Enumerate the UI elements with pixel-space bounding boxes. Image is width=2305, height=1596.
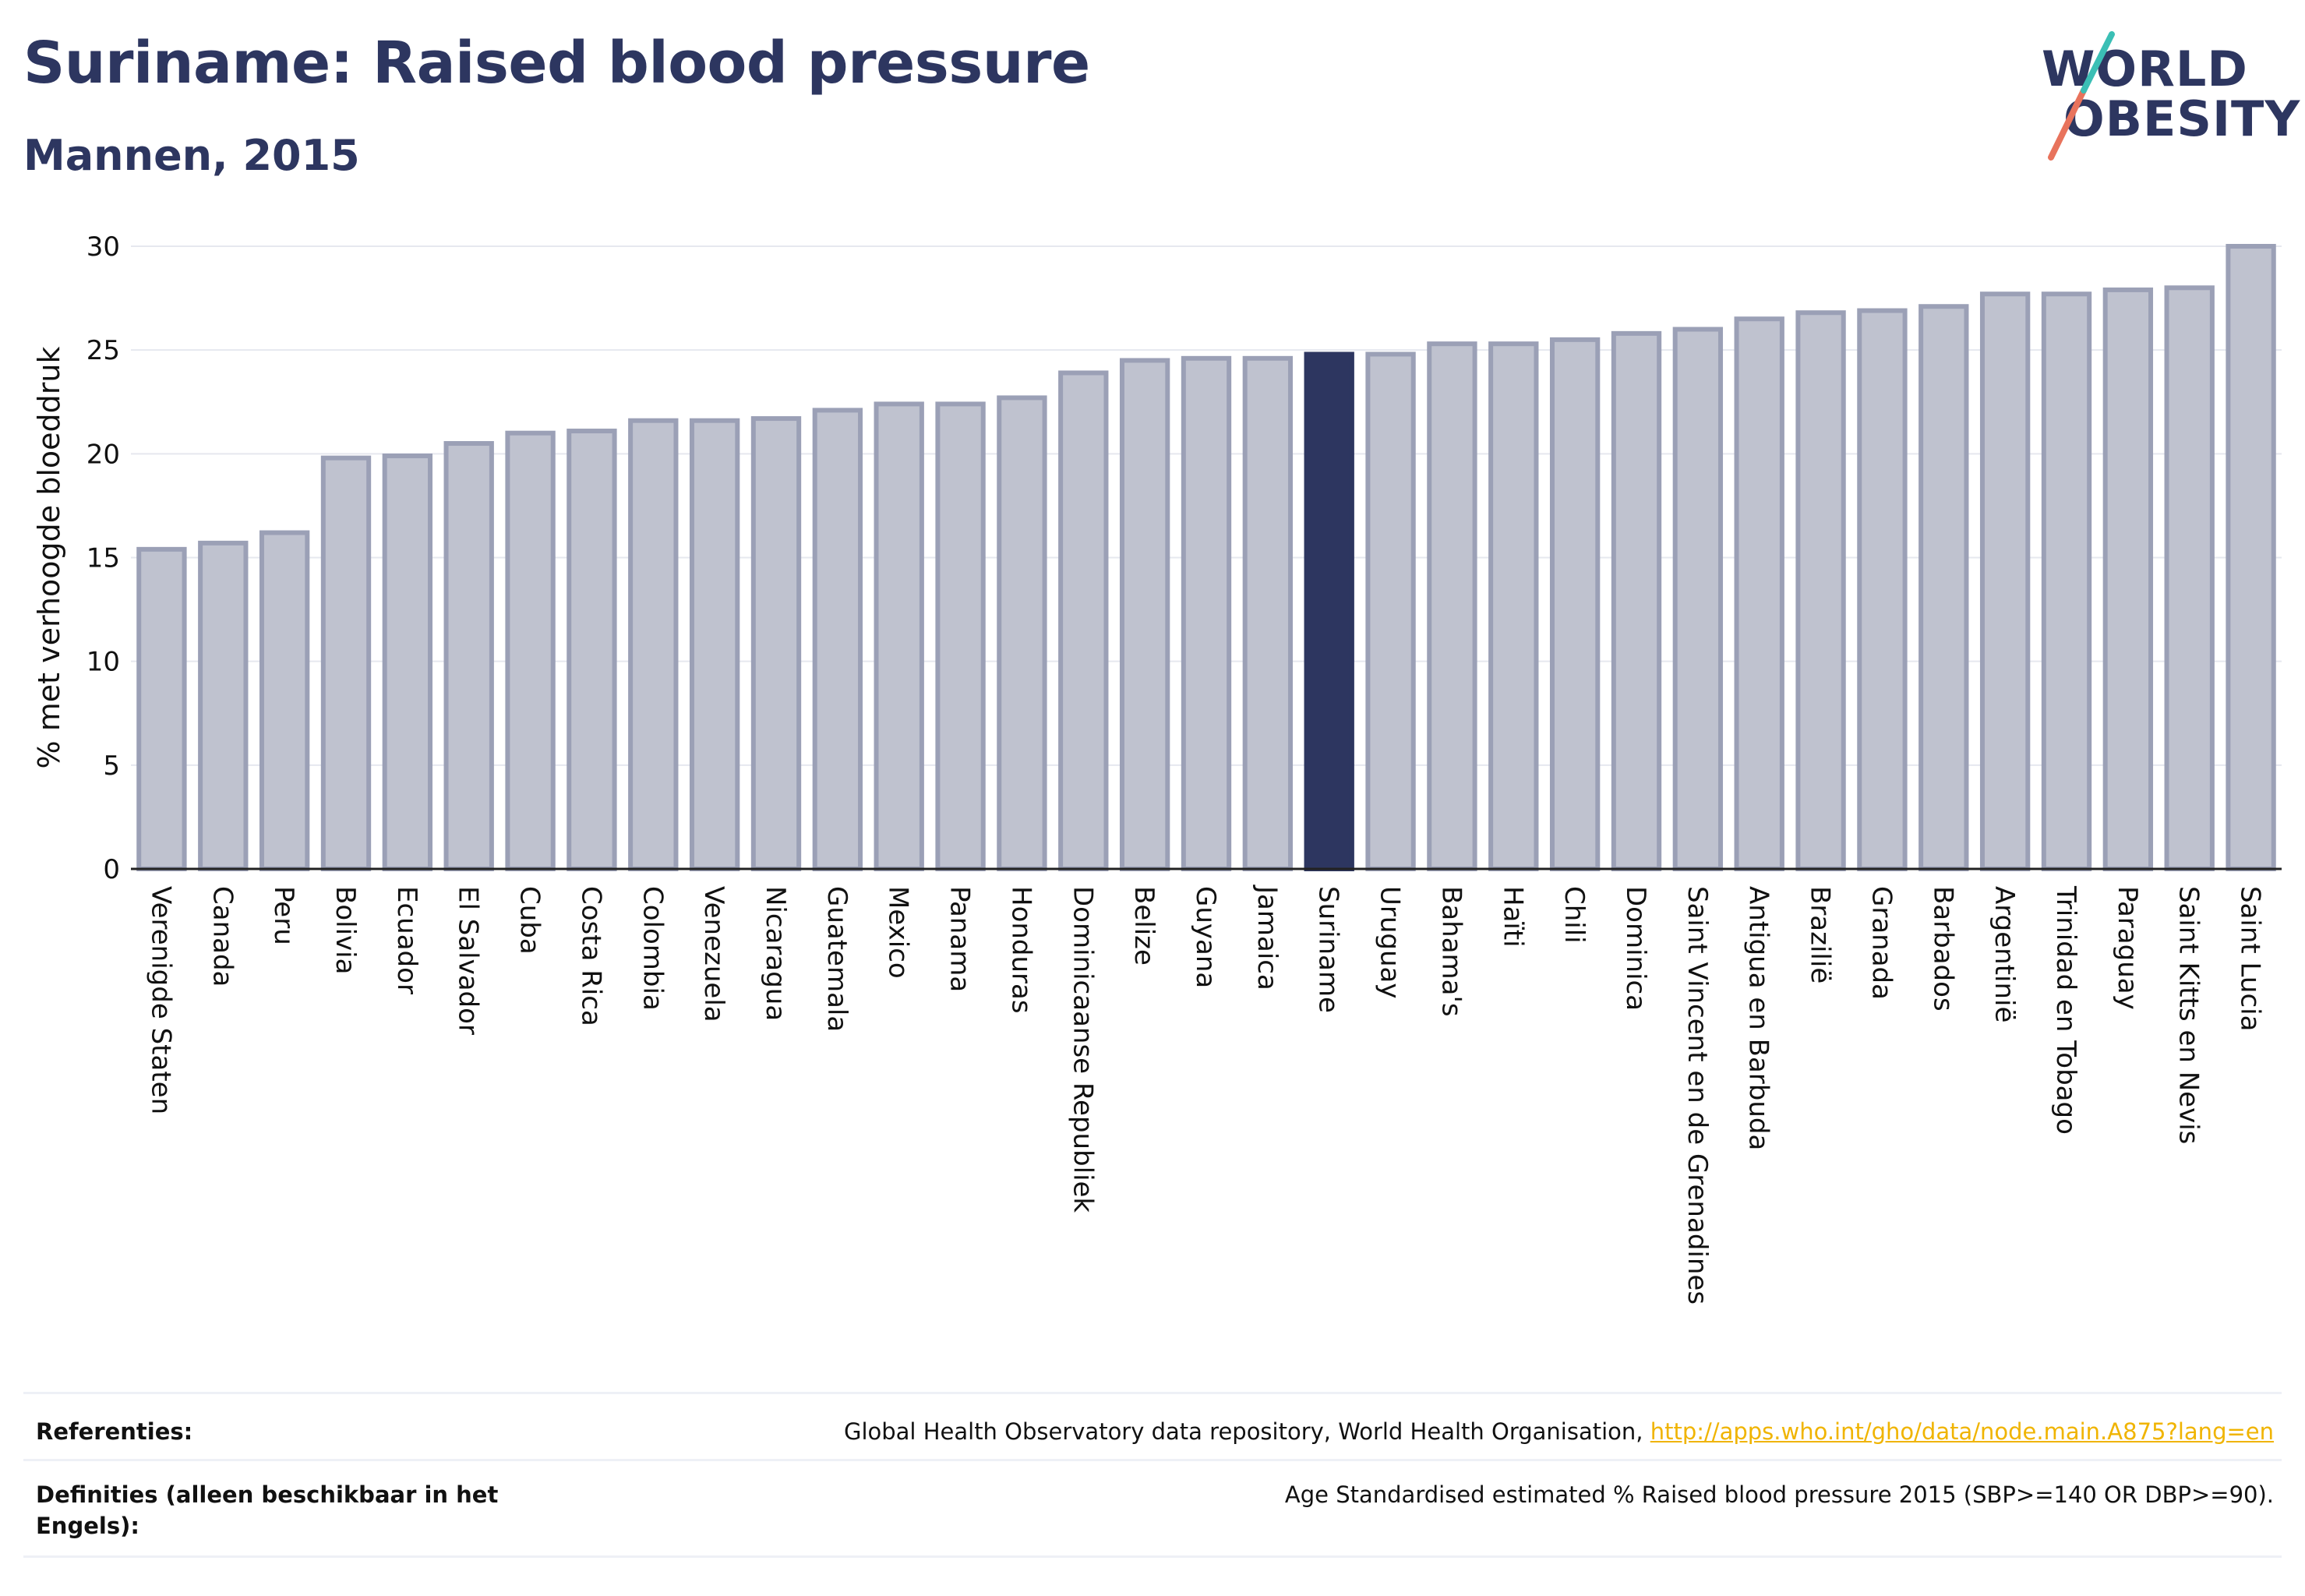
x-tick-label: Panama	[944, 886, 976, 992]
y-tick-label: 20	[86, 439, 120, 470]
x-tick-label: Guatemala	[821, 886, 852, 1032]
x-tick-label: Saint Lucia	[2235, 886, 2266, 1031]
y-tick-label: 5	[103, 750, 120, 782]
bar	[1918, 304, 1969, 871]
bar	[628, 418, 679, 871]
bar	[198, 540, 249, 872]
chart-title: Suriname: Raised blood pressure	[23, 30, 1090, 97]
x-tick-label: Cuba	[514, 886, 545, 955]
bar	[567, 429, 617, 871]
x-tick-label: El Salvador	[453, 886, 484, 1035]
bar	[259, 530, 310, 871]
references-link[interactable]: http://apps.who.int/gho/data/node.main.A…	[1650, 1418, 2274, 1445]
bar	[1242, 355, 1294, 871]
x-tick-label: Venezuela	[698, 886, 729, 1022]
x-tick-label: Chili	[1558, 886, 1590, 944]
bar	[2041, 291, 2092, 871]
bar	[2226, 244, 2276, 871]
bar	[997, 395, 1047, 871]
chart-subtitle: Mannen, 2015	[23, 131, 360, 180]
logo-line1: WORLD	[2042, 41, 2248, 97]
x-tick-label: Nicaragua	[760, 886, 791, 1021]
x-tick-label: Mexico	[883, 886, 914, 979]
bar-chart: 0 5 10 15 20 25 30 % met verhoogde bloeddruk Ver…	[32, 231, 2282, 1305]
y-axis-label: % met verhoogde bloeddruk	[32, 347, 66, 769]
bar	[1672, 327, 1724, 871]
bar	[320, 455, 372, 871]
bar	[1979, 291, 2031, 871]
bar	[935, 401, 986, 871]
bar	[2102, 287, 2154, 871]
y-tick-label: 0	[103, 854, 120, 885]
y-tick-label: 25	[86, 335, 120, 366]
bar	[689, 418, 740, 871]
bar	[812, 408, 863, 871]
bar	[136, 546, 187, 871]
bar	[1734, 316, 1784, 871]
x-tick-label: Brazilië	[1805, 886, 1836, 983]
bar	[1795, 310, 1846, 871]
references-source: Global Health Observatory data repositor…	[843, 1418, 1650, 1445]
y-tick-label: 15	[86, 543, 120, 574]
x-tick-label: Saint Vincent en de Grenadines	[1682, 886, 1713, 1305]
x-tick-label: Paraguay	[2112, 886, 2143, 1010]
x-tick-label: Colombia	[637, 886, 668, 1011]
x-tick-label: Ecuador	[391, 886, 422, 994]
footer-divider	[23, 1555, 2282, 1558]
bar	[443, 441, 494, 871]
x-tick-label: Dominica	[1620, 886, 1651, 1011]
references-label: Referenties:	[36, 1418, 193, 1445]
x-tick-label: Verenigde Staten	[145, 886, 176, 1114]
x-tick-label: Honduras	[1005, 886, 1036, 1014]
y-tick-label: 10	[86, 647, 120, 678]
definitions-label: Definities (alleen beschikbaar in het En…	[36, 1481, 499, 1539]
y-tick-label: 30	[86, 231, 120, 263]
bar	[1427, 341, 1477, 871]
bar	[1181, 355, 1232, 871]
logo-slash-icon	[2048, 31, 2115, 161]
bar	[1611, 330, 1662, 871]
x-tick-label: Guyana	[1190, 886, 1221, 988]
x-tick-label: Peru	[268, 886, 299, 945]
logo-line2: OBESITY	[2063, 90, 2301, 147]
x-tick-label: Saint Kitts en Nevis	[2173, 886, 2204, 1144]
x-tick-label: Antigua en Barbuda	[1743, 886, 1774, 1150]
bar	[382, 453, 433, 871]
bar	[1857, 308, 1908, 871]
x-tick-label: Argentinië	[1989, 886, 2020, 1022]
x-tick-label: Granada	[1866, 886, 1897, 1000]
x-tick-label: Trinidad en Tobago	[2050, 885, 2081, 1135]
x-tick-label: Bolivia	[330, 886, 361, 974]
bar	[2164, 285, 2215, 871]
references-text: Global Health Observatory data repositor…	[844, 1416, 2274, 1447]
bar	[874, 401, 924, 871]
x-tick-label: Suriname	[1313, 886, 1344, 1013]
x-tick-label: Belize	[1128, 886, 1160, 966]
x-tick-label: Uruguay	[1375, 886, 1406, 999]
bar	[1365, 351, 1416, 871]
footer-divider	[23, 1459, 2282, 1461]
x-tick-label: Dominicaanse Republiek	[1067, 886, 1098, 1213]
world-obesity-logo: WORLD OBESITY	[2034, 31, 2300, 164]
definitions-text: Age Standardised estimated % Raised bloo…	[1284, 1481, 2274, 1508]
bar	[1488, 341, 1539, 871]
bar	[1119, 358, 1170, 871]
x-tick-label: Haïti	[1497, 886, 1528, 948]
bar	[1304, 351, 1354, 871]
x-tick-label: Canada	[206, 886, 238, 987]
bar	[750, 416, 802, 871]
x-tick-label: Jamaica	[1251, 885, 1283, 990]
footer-divider	[23, 1392, 2282, 1394]
x-tick-label: Bahama's	[1435, 886, 1467, 1017]
bar	[1058, 370, 1109, 872]
x-tick-label: Costa Rica	[575, 886, 606, 1026]
bar	[1549, 337, 1601, 872]
x-tick-label: Barbados	[1927, 886, 1958, 1012]
bar	[505, 430, 556, 871]
